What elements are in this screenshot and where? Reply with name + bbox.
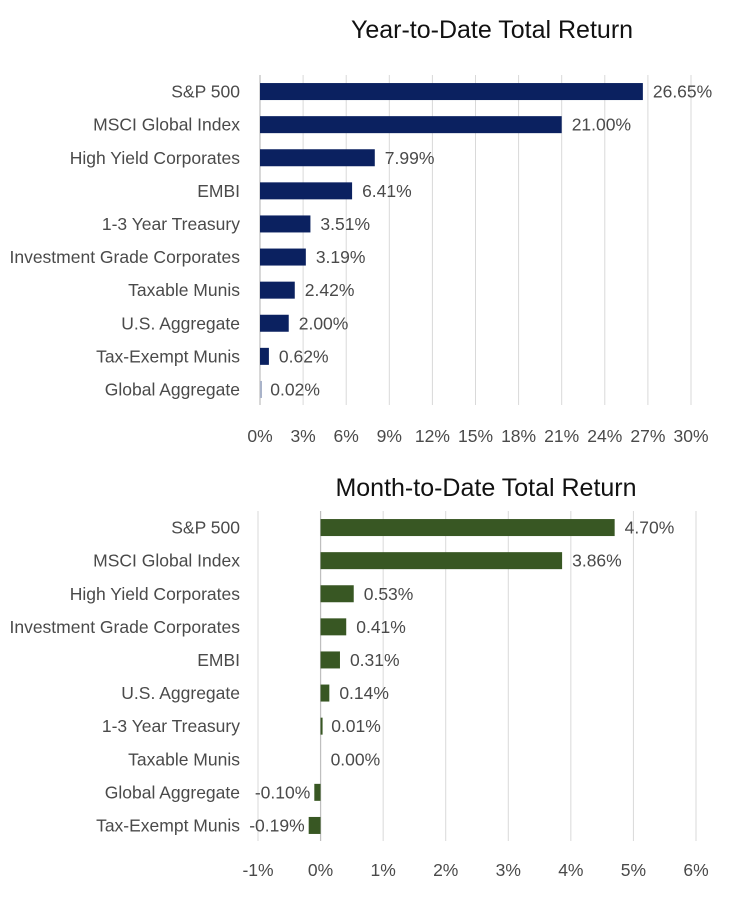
mtd-category-label: EMBI — [197, 650, 240, 670]
mtd-category-label: High Yield Corporates — [70, 584, 240, 604]
mtd-x-tick-label: 1% — [370, 860, 395, 880]
ytd-value-label: 2.42% — [305, 280, 355, 300]
ytd-value-label: 0.62% — [279, 346, 329, 366]
mtd-bar — [314, 783, 321, 801]
mtd-x-tick-label: 0% — [308, 860, 333, 880]
mtd-value-label: 3.86% — [572, 551, 622, 571]
mtd-bar — [320, 552, 563, 570]
mtd-category-label: Global Aggregate — [105, 782, 240, 802]
ytd-category-label: High Yield Corporates — [70, 148, 240, 168]
ytd-value-label: 2.00% — [299, 313, 349, 333]
ytd-bar — [260, 380, 262, 398]
ytd-category-label: EMBI — [197, 181, 240, 201]
ytd-x-tick-label: 27% — [630, 426, 665, 446]
mtd-value-label: 0.01% — [331, 716, 381, 736]
ytd-category-label: 1-3 Year Treasury — [102, 214, 240, 234]
mtd-x-tick-label: 3% — [496, 860, 521, 880]
ytd-value-label: 26.65% — [653, 82, 712, 102]
mtd-bar — [320, 651, 340, 669]
mtd-category-label: Taxable Munis — [128, 749, 240, 769]
mtd-chart: Month-to-Date Total Return -1% 0% 1% 2% 3% 4%… — [9, 474, 708, 880]
ytd-bar — [260, 281, 295, 299]
ytd-category-label: S&P 500 — [171, 82, 240, 102]
ytd-bar — [260, 347, 269, 365]
ytd-value-label: 3.19% — [316, 247, 366, 267]
mtd-chart-title: Month-to-Date Total Return — [335, 474, 636, 502]
mtd-bar — [320, 585, 354, 603]
mtd-category-label: S&P 500 — [171, 518, 240, 538]
mtd-bar — [320, 684, 330, 702]
mtd-x-tick-label: 2% — [433, 860, 458, 880]
ytd-chart-title: Year-to-Date Total Return — [351, 16, 633, 44]
ytd-value-label: 6.41% — [362, 181, 412, 201]
mtd-category-label: 1-3 Year Treasury — [102, 716, 240, 736]
ytd-category-label: Tax-Exempt Munis — [96, 346, 240, 366]
mtd-value-label: -0.19% — [249, 815, 304, 835]
ytd-x-tick-label: 3% — [290, 426, 315, 446]
ytd-chart: Year-to-Date Total Return 0% 3% 6% 9% 12% 15%… — [9, 16, 712, 446]
ytd-x-tick-label: 21% — [544, 426, 579, 446]
mtd-value-label: -0.10% — [255, 782, 310, 802]
mtd-value-label: 0.00% — [331, 749, 381, 769]
ytd-bar — [260, 182, 353, 200]
mtd-value-label: 0.31% — [350, 650, 400, 670]
mtd-category-label: Investment Grade Corporates — [9, 617, 240, 637]
ytd-value-label: 3.51% — [320, 214, 370, 234]
ytd-bar — [260, 248, 306, 266]
ytd-category-label: U.S. Aggregate — [121, 313, 240, 333]
ytd-x-tick-label: 9% — [377, 426, 402, 446]
ytd-x-tick-label: 30% — [673, 426, 708, 446]
ytd-category-label: MSCI Global Index — [93, 115, 240, 135]
ytd-bar — [260, 215, 311, 233]
ytd-x-tick-label: 12% — [415, 426, 450, 446]
mtd-bar — [320, 519, 615, 537]
mtd-bar — [320, 717, 323, 735]
ytd-bar — [260, 149, 375, 167]
mtd-x-tick-label: 6% — [683, 860, 708, 880]
mtd-value-label: 0.14% — [339, 683, 389, 703]
ytd-category-label: Investment Grade Corporates — [9, 247, 240, 267]
ytd-value-label: 21.00% — [572, 115, 631, 135]
ytd-x-tick-label: 15% — [458, 426, 493, 446]
ytd-bar — [260, 116, 562, 134]
mtd-x-tick-label: -1% — [242, 860, 273, 880]
ytd-value-label: 7.99% — [385, 148, 435, 168]
ytd-value-label: 0.02% — [270, 379, 320, 399]
mtd-category-label: U.S. Aggregate — [121, 683, 240, 703]
mtd-value-label: 0.41% — [356, 617, 406, 637]
ytd-x-tick-label: 0% — [247, 426, 272, 446]
mtd-value-label: 4.70% — [625, 518, 675, 538]
mtd-value-label: 0.53% — [364, 584, 414, 604]
mtd-category-label: Tax-Exempt Munis — [96, 815, 240, 835]
ytd-x-tick-label: 18% — [501, 426, 536, 446]
ytd-bar — [260, 83, 643, 101]
ytd-x-tick-label: 24% — [587, 426, 622, 446]
ytd-bar — [260, 314, 289, 332]
mtd-x-tick-label: 4% — [558, 860, 583, 880]
mtd-bar — [308, 816, 321, 834]
mtd-x-tick-label: 5% — [621, 860, 646, 880]
ytd-x-tick-label: 6% — [334, 426, 359, 446]
ytd-category-label: Taxable Munis — [128, 280, 240, 300]
ytd-category-label: Global Aggregate — [105, 379, 240, 399]
mtd-category-label: MSCI Global Index — [93, 551, 240, 571]
mtd-bar — [320, 618, 347, 636]
